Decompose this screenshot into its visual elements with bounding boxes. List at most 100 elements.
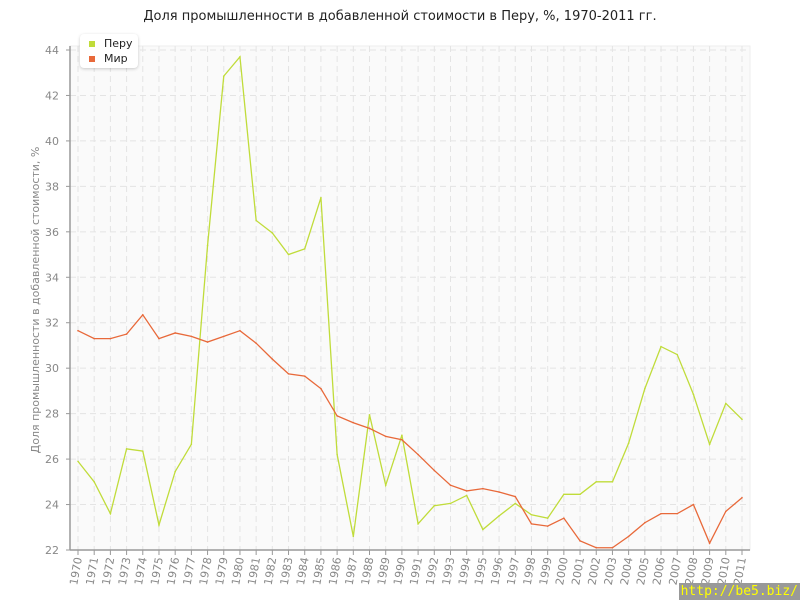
- data-point: [579, 540, 581, 542]
- data-point: [320, 387, 322, 390]
- x-tick-label: 2008: [683, 556, 701, 586]
- data-point: [449, 502, 452, 505]
- data-point: [530, 523, 533, 525]
- data-point: [239, 329, 241, 332]
- data-point: [449, 484, 452, 487]
- data-point: [384, 435, 387, 438]
- data-point: [190, 443, 193, 446]
- data-point: [222, 335, 225, 338]
- x-tick-label: 1973: [116, 556, 134, 586]
- data-point: [77, 460, 79, 463]
- x-tick-label: 1989: [375, 556, 393, 586]
- data-point: [206, 341, 209, 343]
- x-tick-label: 2002: [586, 556, 604, 586]
- data-point: [741, 418, 743, 421]
- data-point: [465, 490, 468, 492]
- data-point: [465, 494, 468, 497]
- x-tick-label: 2007: [667, 556, 685, 586]
- data-point: [255, 342, 257, 344]
- x-tick-label: 1974: [132, 556, 150, 586]
- data-point: [77, 329, 79, 332]
- data-point: [125, 333, 128, 335]
- data-point: [530, 513, 533, 516]
- x-tick-label: 2010: [715, 556, 733, 586]
- series-line-world: [77, 313, 743, 549]
- data-point: [401, 438, 403, 441]
- x-tick-label: 1978: [197, 556, 215, 586]
- x-tick-label: 2006: [650, 556, 668, 586]
- data-point: [433, 504, 436, 507]
- x-tick-label: 1979: [213, 556, 231, 586]
- data-point: [93, 337, 95, 340]
- legend-label: Мир: [104, 52, 128, 65]
- y-tick-label: 32: [45, 317, 59, 330]
- data-point: [158, 337, 160, 340]
- data-point: [514, 502, 517, 505]
- y-axis-label: Доля промышленности в добавленной стоимо…: [29, 147, 42, 454]
- x-tick-label: 1995: [472, 556, 490, 586]
- data-point: [676, 512, 679, 515]
- legend-item-world[interactable]: Мир: [80, 51, 138, 66]
- legend-label: Перу: [104, 37, 133, 50]
- x-tick-label: 1976: [164, 556, 182, 586]
- data-point: [627, 535, 630, 538]
- legend-item-peru[interactable]: Перу: [80, 36, 138, 51]
- data-point: [109, 512, 112, 515]
- data-point: [514, 495, 517, 498]
- x-tick-label: 1972: [100, 556, 118, 586]
- data-point: [741, 496, 743, 499]
- chart-title: Доля промышленности в добавленной стоимо…: [143, 9, 657, 24]
- x-tick-label: 2001: [569, 556, 587, 586]
- data-point: [271, 232, 274, 234]
- data-point: [141, 450, 144, 452]
- data-point: [611, 481, 614, 483]
- data-point: [644, 387, 646, 390]
- data-point: [303, 375, 306, 377]
- data-point: [287, 253, 290, 256]
- data-point: [708, 443, 711, 446]
- data-point: [93, 481, 95, 483]
- x-tick-label: 1986: [326, 556, 344, 586]
- y-tick-label: 42: [45, 89, 59, 102]
- data-point: [141, 313, 144, 316]
- x-tick-label: 1999: [537, 556, 555, 586]
- data-point: [336, 453, 338, 456]
- legend-swatch-icon: [89, 40, 95, 47]
- x-tick-label: 1981: [245, 556, 263, 586]
- x-tick-label: 1987: [343, 556, 361, 586]
- x-tick-label: 1977: [181, 556, 199, 586]
- x-tick-label: 2005: [634, 556, 652, 586]
- watermark: http://be5.biz/: [678, 583, 800, 600]
- data-point: [482, 487, 484, 490]
- data-point: [401, 434, 403, 437]
- x-tick-label: 1983: [278, 556, 296, 586]
- data-point: [563, 517, 565, 519]
- x-tick-label: 1994: [456, 556, 474, 586]
- data-point: [125, 448, 128, 450]
- data-point: [692, 503, 695, 506]
- data-point: [708, 542, 711, 544]
- x-tick-label: 1980: [229, 556, 247, 586]
- data-point: [627, 442, 630, 444]
- data-point: [255, 219, 257, 222]
- data-point: [368, 427, 371, 430]
- y-tick-label: 24: [45, 499, 59, 512]
- y-tick-label: 28: [45, 408, 59, 421]
- x-tick-label: 1991: [407, 556, 425, 586]
- x-tick-label: 2003: [602, 556, 620, 586]
- data-point: [336, 415, 338, 417]
- data-point: [174, 470, 176, 473]
- data-point: [174, 332, 176, 334]
- data-point: [384, 484, 387, 487]
- y-tick-label: 26: [45, 453, 59, 466]
- y-tick-label: 36: [45, 226, 59, 239]
- data-point: [190, 335, 193, 338]
- legend-swatch-icon: [89, 55, 95, 62]
- data-point: [725, 510, 727, 513]
- y-tick-label: 30: [45, 362, 59, 375]
- y-tick-label: 38: [45, 180, 59, 193]
- x-tick-label: 1985: [310, 556, 328, 586]
- data-point: [206, 244, 209, 247]
- data-point: [287, 373, 290, 375]
